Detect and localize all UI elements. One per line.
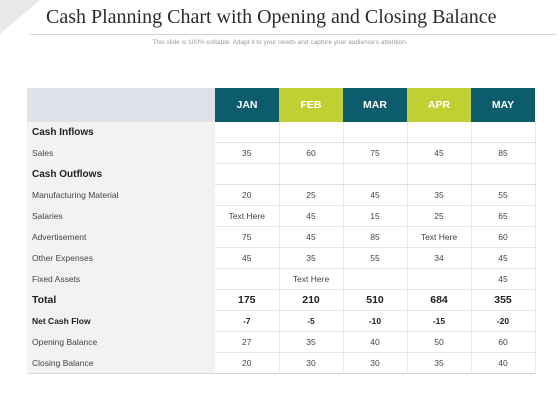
row-label: Other Expenses bbox=[27, 247, 215, 269]
row-label: Manufacturing Material bbox=[27, 184, 215, 206]
row-salaries: Salaries Text Here 45 15 25 65 bbox=[27, 205, 536, 227]
row-total: Total 175 210 510 684 355 bbox=[27, 289, 536, 311]
cell-salaries-mar: 15 bbox=[343, 205, 408, 227]
row-label: Total bbox=[27, 289, 215, 311]
cell-other-expenses-mar: 55 bbox=[343, 247, 408, 269]
cell-fixed-assets-apr bbox=[407, 268, 472, 290]
cash-planning-table: JAN FEB MAR APR MAY Cash Inflows Sales 35 60 75 4… bbox=[27, 88, 536, 374]
corner-decoration bbox=[0, 0, 40, 34]
cell-advertisement-feb: 45 bbox=[279, 226, 344, 248]
row-manufacturing-material: Manufacturing Material 20 25 45 35 55 bbox=[27, 184, 536, 206]
cell-sales-mar: 75 bbox=[343, 142, 408, 164]
cell-cash-outflows-mar bbox=[343, 163, 408, 185]
cell-fixed-assets-mar bbox=[343, 268, 408, 290]
cell-sales-may: 85 bbox=[471, 142, 536, 164]
row-label: Salaries bbox=[27, 205, 215, 227]
cell-cash-inflows-apr bbox=[407, 122, 472, 143]
cell-total-jan: 175 bbox=[215, 289, 280, 311]
cell-cash-outflows-feb bbox=[279, 163, 344, 185]
cell-total-feb: 210 bbox=[279, 289, 344, 311]
row-closing-balance: Closing Balance 20 30 30 35 40 bbox=[27, 352, 536, 374]
month-header-row: JAN FEB MAR APR MAY bbox=[27, 88, 535, 122]
cell-other-expenses-apr: 34 bbox=[407, 247, 472, 269]
row-opening-balance: Opening Balance 27 35 40 50 60 bbox=[27, 331, 536, 353]
row-advertisement: Advertisement 75 45 85 Text Here 60 bbox=[27, 226, 536, 248]
row-cash-inflows: Cash Inflows bbox=[27, 122, 536, 143]
row-label: Net Cash Flow bbox=[27, 310, 215, 332]
cell-cash-inflows-mar bbox=[343, 122, 408, 143]
row-label: Cash Inflows bbox=[27, 122, 215, 143]
month-header-may: MAY bbox=[471, 88, 535, 122]
row-sales: Sales 35 60 75 45 85 bbox=[27, 142, 536, 164]
cell-opening-balance-jan: 27 bbox=[215, 331, 280, 353]
cell-total-apr: 684 bbox=[407, 289, 472, 311]
cell-net-cash-flow-mar: -10 bbox=[343, 310, 408, 332]
cell-manufacturing-material-mar: 45 bbox=[343, 184, 408, 206]
cell-salaries-may: 65 bbox=[471, 205, 536, 227]
cell-other-expenses-feb: 35 bbox=[279, 247, 344, 269]
cell-net-cash-flow-jan: -7 bbox=[215, 310, 280, 332]
row-label: Closing Balance bbox=[27, 352, 215, 374]
month-header-feb: FEB bbox=[279, 88, 343, 122]
cell-other-expenses-may: 45 bbox=[471, 247, 536, 269]
slide-subtitle: This slide is 100% editable. Adapt it to… bbox=[152, 39, 408, 46]
cell-opening-balance-feb: 35 bbox=[279, 331, 344, 353]
month-header-jan: JAN bbox=[215, 88, 279, 122]
cell-closing-balance-feb: 30 bbox=[279, 352, 344, 374]
cell-sales-apr: 45 bbox=[407, 142, 472, 164]
row-label: Advertisement bbox=[27, 226, 215, 248]
cell-closing-balance-jan: 20 bbox=[215, 352, 280, 374]
row-fixed-assets: Fixed Assets Text Here 45 bbox=[27, 268, 536, 290]
title-divider bbox=[30, 34, 556, 35]
cell-total-may: 355 bbox=[471, 289, 536, 311]
row-label: Sales bbox=[27, 142, 215, 164]
cell-advertisement-may: 60 bbox=[471, 226, 536, 248]
cell-cash-inflows-jan bbox=[215, 122, 280, 143]
row-label: Fixed Assets bbox=[27, 268, 215, 290]
cell-net-cash-flow-may: -20 bbox=[471, 310, 536, 332]
cell-salaries-jan: Text Here bbox=[215, 205, 280, 227]
cell-sales-jan: 35 bbox=[215, 142, 280, 164]
cell-fixed-assets-jan bbox=[215, 268, 280, 290]
cell-opening-balance-apr: 50 bbox=[407, 331, 472, 353]
cell-cash-inflows-feb bbox=[279, 122, 344, 143]
cell-advertisement-jan: 75 bbox=[215, 226, 280, 248]
cell-net-cash-flow-feb: -5 bbox=[279, 310, 344, 332]
cell-cash-outflows-jan bbox=[215, 163, 280, 185]
month-header-mar: MAR bbox=[343, 88, 407, 122]
cell-advertisement-apr: Text Here bbox=[407, 226, 472, 248]
table-body: Cash Inflows Sales 35 60 75 45 85 Cash Outflows… bbox=[27, 122, 536, 374]
cell-fixed-assets-may: 45 bbox=[471, 268, 536, 290]
cell-manufacturing-material-jan: 20 bbox=[215, 184, 280, 206]
row-label: Opening Balance bbox=[27, 331, 215, 353]
cell-cash-outflows-may bbox=[471, 163, 536, 185]
cell-manufacturing-material-may: 55 bbox=[471, 184, 536, 206]
cell-manufacturing-material-feb: 25 bbox=[279, 184, 344, 206]
cell-other-expenses-jan: 45 bbox=[215, 247, 280, 269]
month-header-apr: APR bbox=[407, 88, 471, 122]
row-label: Cash Outflows bbox=[27, 163, 215, 185]
cell-cash-outflows-apr bbox=[407, 163, 472, 185]
cell-net-cash-flow-apr: -15 bbox=[407, 310, 472, 332]
cell-salaries-apr: 25 bbox=[407, 205, 472, 227]
row-other-expenses: Other Expenses 45 35 55 34 45 bbox=[27, 247, 536, 269]
cell-opening-balance-may: 60 bbox=[471, 331, 536, 353]
cell-advertisement-mar: 85 bbox=[343, 226, 408, 248]
cell-salaries-feb: 45 bbox=[279, 205, 344, 227]
slide-title: Cash Planning Chart with Opening and Clo… bbox=[46, 6, 497, 28]
row-cash-outflows: Cash Outflows bbox=[27, 163, 536, 185]
cell-closing-balance-mar: 30 bbox=[343, 352, 408, 374]
row-net-cash-flow: Net Cash Flow -7 -5 -10 -15 -20 bbox=[27, 310, 536, 332]
cell-opening-balance-mar: 40 bbox=[343, 331, 408, 353]
cell-cash-inflows-may bbox=[471, 122, 536, 143]
cell-total-mar: 510 bbox=[343, 289, 408, 311]
cell-closing-balance-may: 40 bbox=[471, 352, 536, 374]
cell-sales-feb: 60 bbox=[279, 142, 344, 164]
cell-manufacturing-material-apr: 35 bbox=[407, 184, 472, 206]
cell-closing-balance-apr: 35 bbox=[407, 352, 472, 374]
header-corner-cell bbox=[27, 88, 215, 122]
cell-fixed-assets-feb: Text Here bbox=[279, 268, 344, 290]
